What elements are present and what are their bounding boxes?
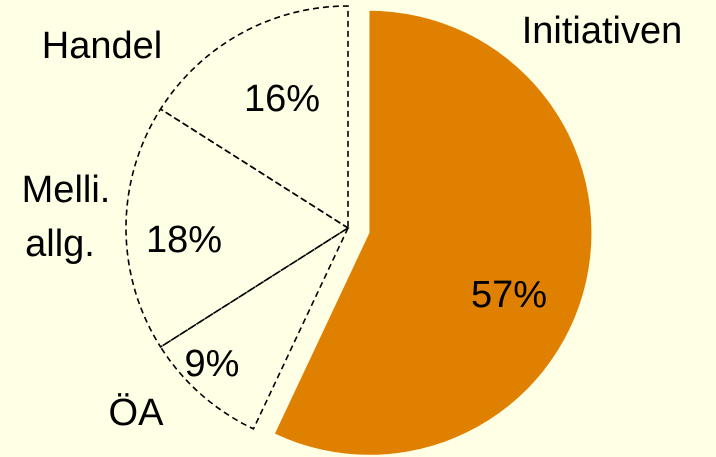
pie-slice-a bbox=[159, 225, 350, 430]
slice-label-melli-allg: 18% bbox=[146, 219, 222, 261]
pie-slices bbox=[125, 5, 592, 455]
category-label-oea: ÖA bbox=[109, 392, 165, 434]
pie-slice-handel bbox=[159, 5, 349, 230]
pie-slice-initiativen bbox=[274, 10, 592, 455]
category-label-initiativen: Initiativen bbox=[522, 10, 683, 52]
slice-label-handel: 16% bbox=[244, 78, 320, 120]
category-label-melli-line2: allg. bbox=[25, 223, 95, 265]
category-label-melli-line1: Melli. bbox=[22, 169, 111, 211]
slice-label-oea: 9% bbox=[185, 343, 240, 385]
category-label-handel: Handel bbox=[42, 25, 162, 67]
slice-label-initiativen: 57% bbox=[471, 274, 547, 316]
